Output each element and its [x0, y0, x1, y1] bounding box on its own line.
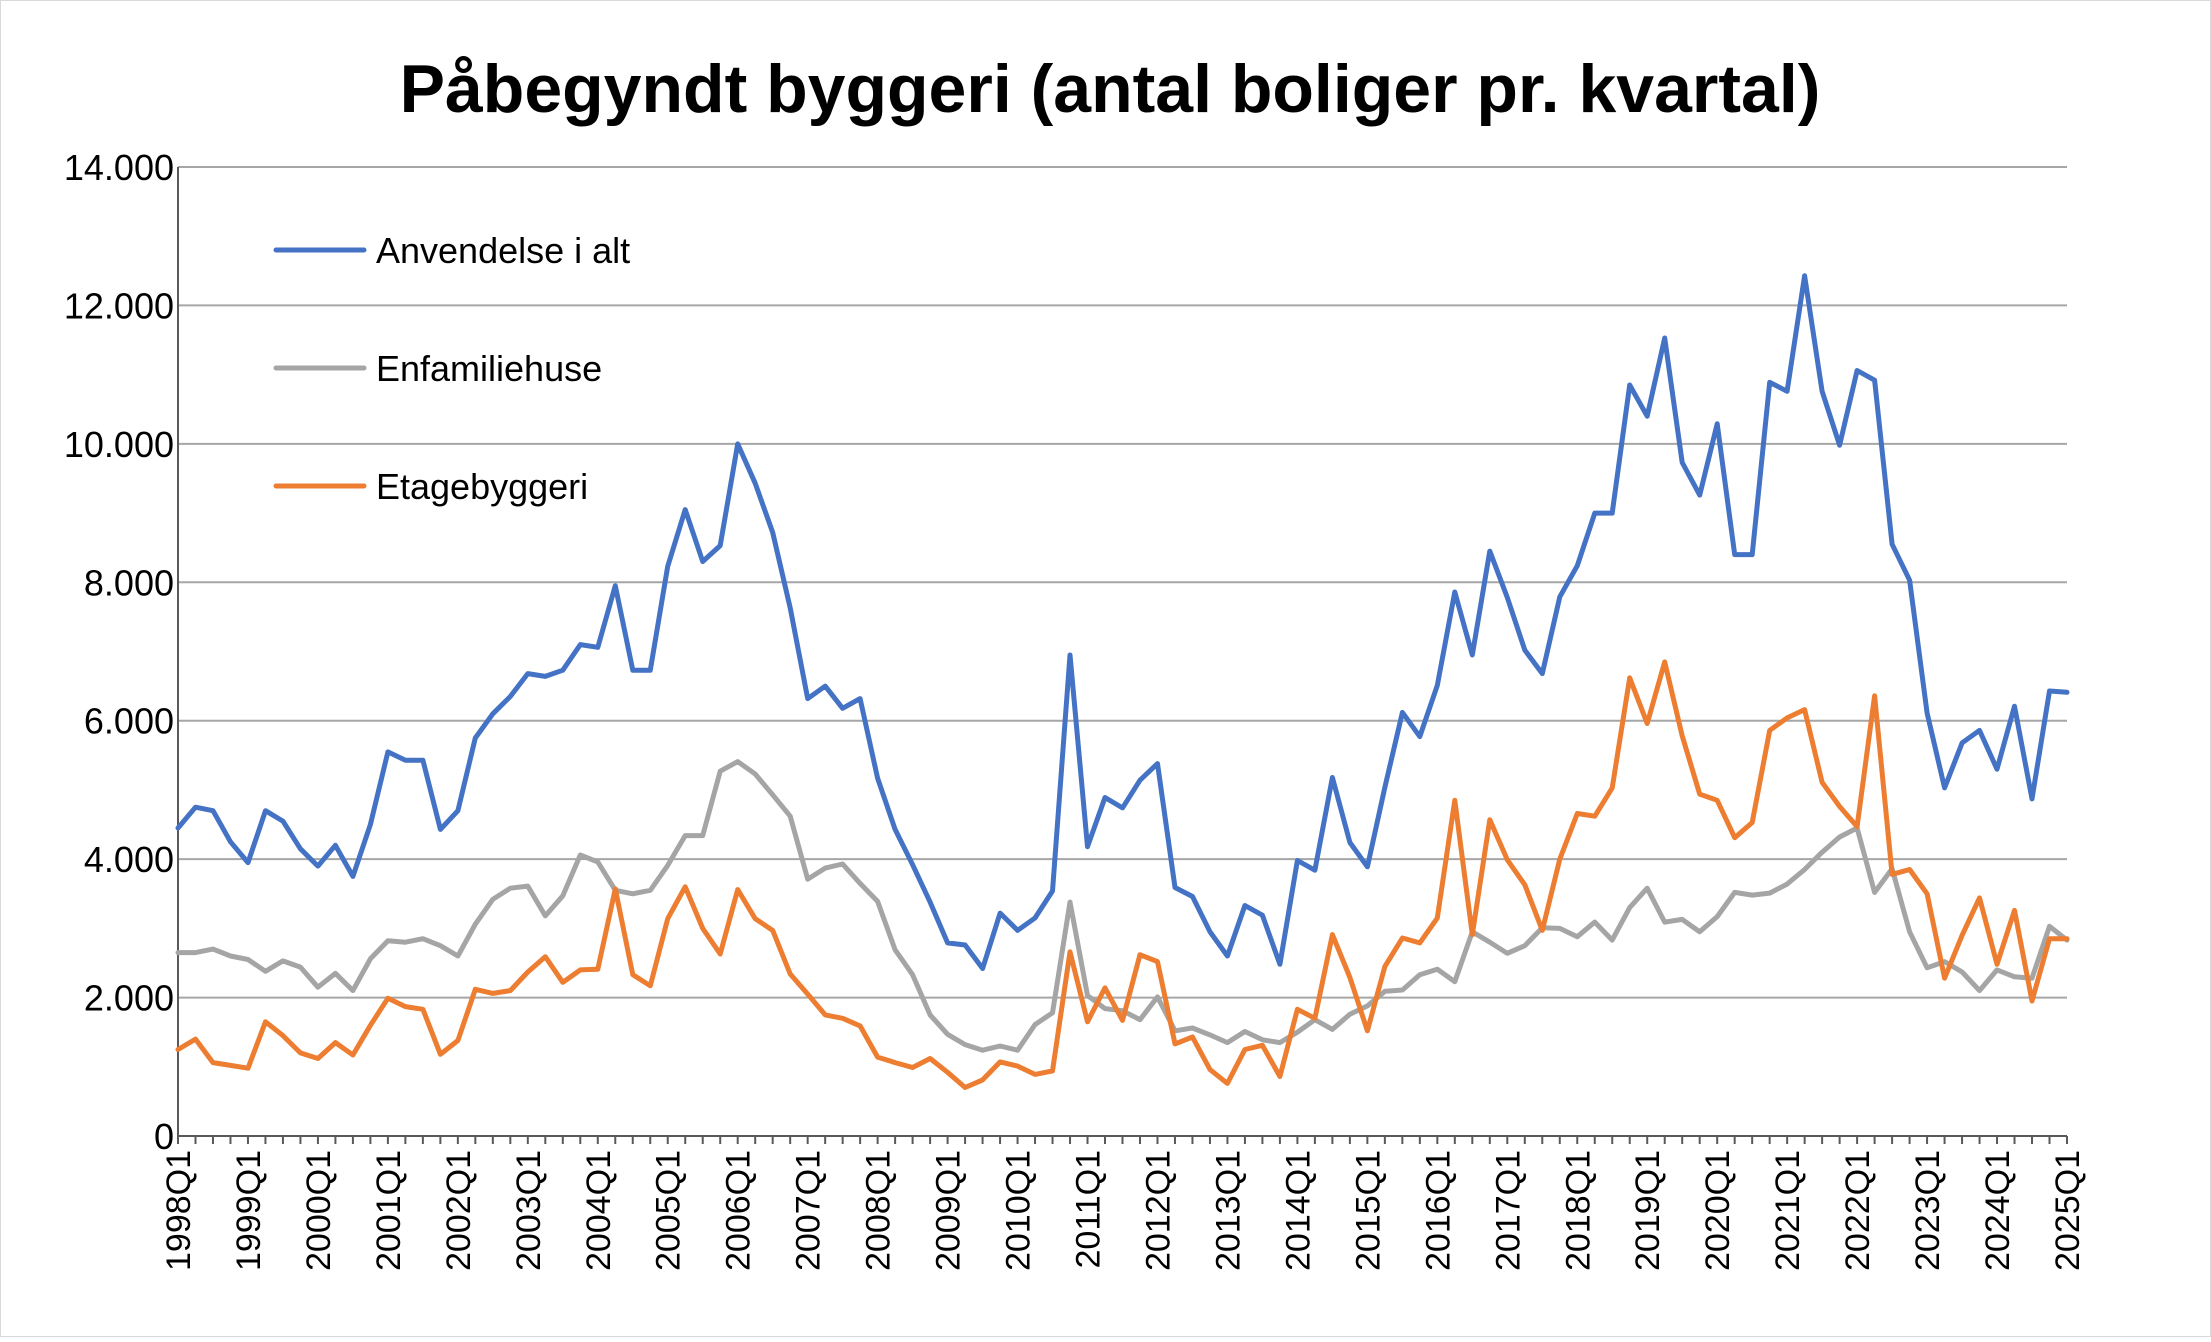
x-tick-label: 2013Q1 [1209, 1150, 1247, 1271]
x-tick-label: 2021Q1 [1769, 1150, 1807, 1271]
x-tick-label: 2016Q1 [1419, 1150, 1457, 1271]
x-tick-label: 1999Q1 [230, 1150, 268, 1271]
x-tick-label: 2020Q1 [1699, 1150, 1737, 1271]
x-tick-label: 2017Q1 [1489, 1150, 1527, 1271]
y-tick-label: 0 [154, 1116, 174, 1157]
x-tick-label: 2024Q1 [1979, 1150, 2017, 1271]
y-tick-label: 12.000 [64, 285, 174, 326]
y-tick-label: 4.000 [84, 839, 174, 880]
x-tick-label: 2022Q1 [1839, 1150, 1877, 1271]
x-tick-label: 2011Q1 [1070, 1150, 1108, 1268]
gridlines [178, 166, 2067, 999]
y-tick-label: 6.000 [84, 701, 174, 742]
legend: Anvendelse i alt Enfamiliehuse Etagebygger… [273, 230, 630, 507]
y-tick-label: 14.000 [64, 147, 174, 188]
y-tick-label: 8.000 [84, 562, 174, 603]
series-line-0 [175, 273, 2070, 971]
x-tick-label: 2001Q1 [370, 1150, 408, 1271]
series-line-2 [175, 659, 2070, 1090]
x-tick-label: 2000Q1 [300, 1150, 338, 1271]
axes: 0 2.000 4.000 6.000 8.000 10.000 12.000 14.000 1… [64, 147, 2087, 1271]
legend-label-2: Etagebyggeri [376, 466, 588, 507]
y-tick-label: 2.000 [84, 978, 174, 1019]
x-tick-label: 2012Q1 [1139, 1150, 1177, 1271]
x-tick-label: 2025Q1 [2049, 1150, 2087, 1271]
x-tick-label: 2009Q1 [930, 1150, 968, 1271]
legend-label-1: Enfamiliehuse [376, 348, 602, 389]
x-tick-label: 2018Q1 [1559, 1150, 1597, 1271]
x-tick-label: 2015Q1 [1349, 1150, 1387, 1271]
legend-label-0: Anvendelse i alt [376, 230, 630, 271]
chart-title: Påbegyndt byggeri (antal boliger pr. kva… [400, 51, 1821, 127]
x-tick-label: 1998Q1 [160, 1150, 198, 1271]
x-tick-label: 2003Q1 [510, 1150, 548, 1271]
x-tick-label: 2008Q1 [860, 1150, 898, 1271]
x-tick-label: 2006Q1 [720, 1150, 758, 1271]
x-tick-label: 2007Q1 [790, 1150, 828, 1271]
x-tick-label: 2004Q1 [580, 1150, 618, 1271]
x-tick-label: 2023Q1 [1909, 1150, 1947, 1271]
y-tick-label: 10.000 [64, 424, 174, 465]
x-tick-label: 2014Q1 [1279, 1150, 1317, 1271]
x-tick-label: 2010Q1 [1000, 1150, 1038, 1271]
x-tick-label: 2005Q1 [650, 1150, 688, 1271]
x-tick-label: 2019Q1 [1629, 1150, 1667, 1271]
x-tick-label: 2002Q1 [440, 1150, 478, 1271]
series-lines [175, 273, 2070, 1090]
